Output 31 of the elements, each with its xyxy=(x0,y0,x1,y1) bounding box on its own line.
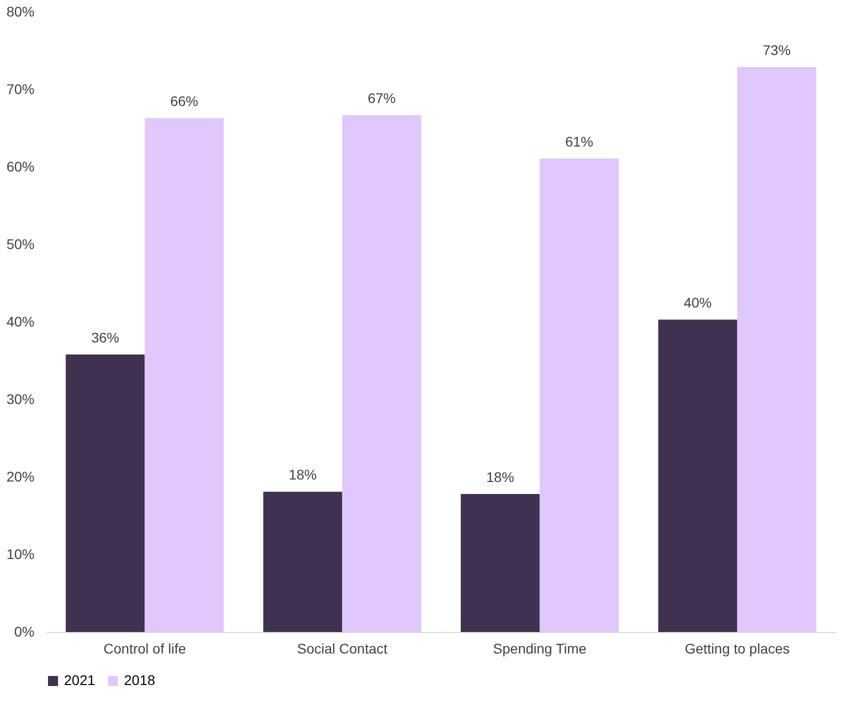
data-label: 61% xyxy=(565,133,594,150)
legend-label: 2018 xyxy=(124,672,156,688)
x-tick-label: Getting to places xyxy=(684,640,790,656)
data-label: 36% xyxy=(91,330,120,346)
bar xyxy=(737,67,816,632)
y-tick-label: 60% xyxy=(6,158,34,174)
y-tick-label: 80% xyxy=(6,4,34,20)
bar xyxy=(263,492,342,632)
x-tick-label: Social Contact xyxy=(297,640,388,656)
data-label: 40% xyxy=(684,294,712,311)
y-tick-label: 20% xyxy=(6,468,34,484)
y-tick-label: 0% xyxy=(14,624,34,640)
x-tick-label: Control of life xyxy=(104,640,186,656)
x-tick-label: Spending Time xyxy=(493,640,587,656)
data-label: 66% xyxy=(170,93,198,110)
data-label: 73% xyxy=(762,42,791,58)
y-tick-label: 40% xyxy=(6,314,34,330)
data-label: 18% xyxy=(288,466,317,483)
bar xyxy=(66,354,145,632)
y-tick-label: 70% xyxy=(6,81,34,97)
y-tick-label: 10% xyxy=(6,546,34,562)
bar xyxy=(460,494,540,632)
y-tick-label: 30% xyxy=(6,391,34,407)
bar xyxy=(342,115,422,632)
legend-label: 2021 xyxy=(64,672,96,688)
bar xyxy=(658,320,738,632)
data-label: 67% xyxy=(368,90,396,106)
data-label: 18% xyxy=(486,469,514,486)
bar xyxy=(540,158,619,632)
y-tick-label: 50% xyxy=(6,236,34,252)
bar xyxy=(144,118,224,632)
